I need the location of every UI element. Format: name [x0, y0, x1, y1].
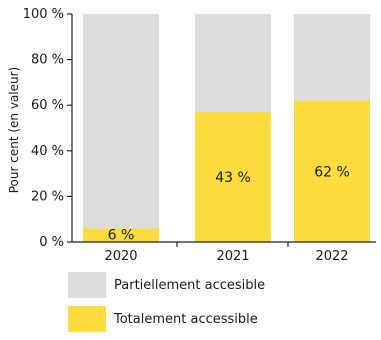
y-tick-label: 60 % — [31, 98, 64, 113]
legend-label-total: Totalement accessible — [114, 311, 258, 327]
data-label-2021: 43 % — [215, 170, 251, 186]
y-tick-label: 20 % — [31, 189, 64, 204]
data-label-2020: 6 % — [108, 227, 135, 243]
bars: 6 % 43 % 62 % — [83, 14, 370, 243]
x-tick-label: 2022 — [315, 249, 348, 264]
legend-item-partial: Partiellement accesible — [68, 272, 265, 298]
data-label-2022: 62 % — [314, 164, 350, 180]
y-tick-label: 80 % — [31, 53, 64, 68]
y-tick-label: 0 % — [39, 235, 64, 250]
bar-total-2021 — [195, 112, 271, 242]
legend-swatch-partial — [68, 272, 106, 298]
legend-swatch-total — [68, 306, 106, 332]
y-tick-label: 100 % — [23, 7, 64, 22]
bar-total-2022 — [294, 100, 370, 242]
legend-label-partial: Partiellement accesible — [114, 277, 266, 293]
stacked-bar-chart: 0 % 20 % 40 % 60 % 80 % 100 % 6 % 43 % 62 % 202… — [7, 7, 376, 264]
bar-partial-2022 — [294, 14, 370, 101]
bar-partial-2021 — [195, 14, 271, 113]
bar-partial-2020 — [83, 14, 159, 229]
y-tick-label: 40 % — [31, 144, 64, 159]
legend-item-total: Totalement accessible — [68, 306, 265, 332]
x-axis: 2020 2021 2022 — [72, 241, 376, 264]
y-axis: 0 % 20 % 40 % 60 % 80 % 100 % — [23, 7, 73, 250]
x-tick-label: 2020 — [104, 249, 137, 264]
y-axis-label: Pour cent (en valeur) — [7, 67, 21, 194]
x-tick-label: 2021 — [216, 249, 249, 264]
bar-total-2020 — [83, 228, 159, 242]
legend: Partiellement accesible Totalement acces… — [68, 272, 265, 340]
